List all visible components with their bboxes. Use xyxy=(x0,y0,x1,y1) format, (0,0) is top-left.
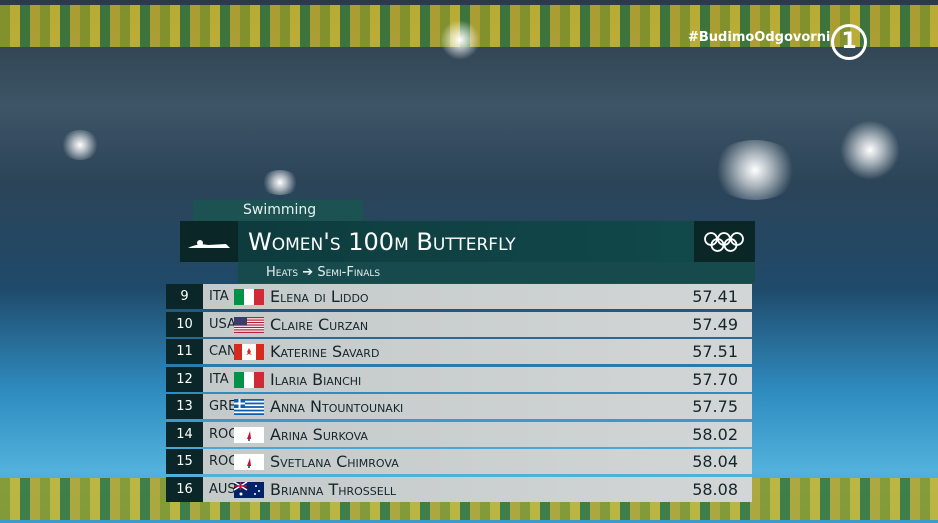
result-row: ROC Arina Surkova 58.02 xyxy=(203,421,752,447)
time: 57.51 xyxy=(692,342,738,361)
sport-label: Swimming xyxy=(193,200,363,221)
result-row: GRE Anna Ntountounaki 57.75 xyxy=(203,394,752,419)
athlete-name: Anna Ntountounaki xyxy=(270,397,404,416)
olympic-rings xyxy=(694,221,755,262)
country-code: ROC xyxy=(209,426,238,442)
rings-svg xyxy=(704,232,744,252)
flag-svg xyxy=(234,371,264,388)
flag xyxy=(233,480,264,502)
flag-svg xyxy=(234,289,264,305)
flag-svg xyxy=(234,426,264,443)
country-code: ITA xyxy=(209,289,229,304)
athlete-name: Ilaria Bianchi xyxy=(270,369,362,389)
event-title: Women's 100m Butterfly xyxy=(248,228,516,256)
rank: 12 xyxy=(166,366,203,392)
result-row: CAN Katerine Savard 57.51 xyxy=(203,339,752,364)
athlete-name: Brianna Throssell xyxy=(270,479,396,499)
flag xyxy=(234,399,264,419)
rank: 15 xyxy=(166,449,203,474)
swimmer-icon xyxy=(180,221,238,262)
flag-svg xyxy=(233,480,264,498)
title-bar xyxy=(180,221,755,262)
rank: 14 xyxy=(166,421,203,447)
flag xyxy=(234,344,264,364)
rank: 13 xyxy=(166,394,203,419)
flag xyxy=(234,289,264,309)
rank: 16 xyxy=(166,476,203,502)
rank: 10 xyxy=(166,311,203,337)
time: 58.08 xyxy=(692,479,738,499)
stage-to: Semi-Finals xyxy=(317,265,381,280)
light xyxy=(840,120,900,180)
rank: 11 xyxy=(166,339,203,364)
time: 57.70 xyxy=(692,369,738,389)
time: 57.75 xyxy=(692,397,738,416)
time: 58.02 xyxy=(692,424,738,444)
flag-svg xyxy=(234,344,264,360)
athlete-name: Claire Curzan xyxy=(270,314,369,334)
light xyxy=(710,140,800,200)
swimmer-svg xyxy=(188,240,230,248)
result-row: ITA Elena di Liddo 57.41 xyxy=(203,284,752,309)
result-row: AUS Brianna Throssell 58.08 xyxy=(203,476,752,502)
result-row: USA Claire Curzan 57.49 xyxy=(203,311,752,337)
flag xyxy=(234,316,264,337)
country-code: CAN xyxy=(209,344,237,359)
athlete-name: Katerine Savard xyxy=(270,342,380,361)
athlete-name: Elena di Liddo xyxy=(270,287,369,306)
country-code: AUS xyxy=(209,481,236,497)
country-code: GRE xyxy=(209,399,237,414)
flag-svg xyxy=(234,399,264,415)
flag-svg xyxy=(234,316,264,333)
country-code: USA xyxy=(209,316,236,332)
athlete-name: Svetlana Chimrova xyxy=(270,452,399,471)
flag-svg xyxy=(234,454,264,470)
result-row: ITA Ilaria Bianchi 57.70 xyxy=(203,366,752,392)
flag xyxy=(234,371,264,392)
arrow: ➔ xyxy=(302,265,318,280)
flag xyxy=(234,454,264,474)
channel-logo: 1 xyxy=(831,24,867,60)
athlete-name: Arina Surkova xyxy=(270,424,368,444)
stage-from: Heats xyxy=(266,265,299,280)
flag xyxy=(234,426,264,447)
time: 57.41 xyxy=(692,287,738,306)
time: 57.49 xyxy=(692,314,738,334)
hashtag: #BudimoOdgovorni xyxy=(688,30,831,45)
light xyxy=(260,170,300,195)
light xyxy=(60,130,100,160)
stage-row: Heats ➔ Semi-Finals xyxy=(238,262,755,283)
light xyxy=(440,20,480,60)
country-code: ROC xyxy=(209,454,238,469)
time: 58.04 xyxy=(692,452,738,471)
rank: 9 xyxy=(166,284,203,309)
country-code: ITA xyxy=(209,371,229,387)
result-row: ROC Svetlana Chimrova 58.04 xyxy=(203,449,752,474)
